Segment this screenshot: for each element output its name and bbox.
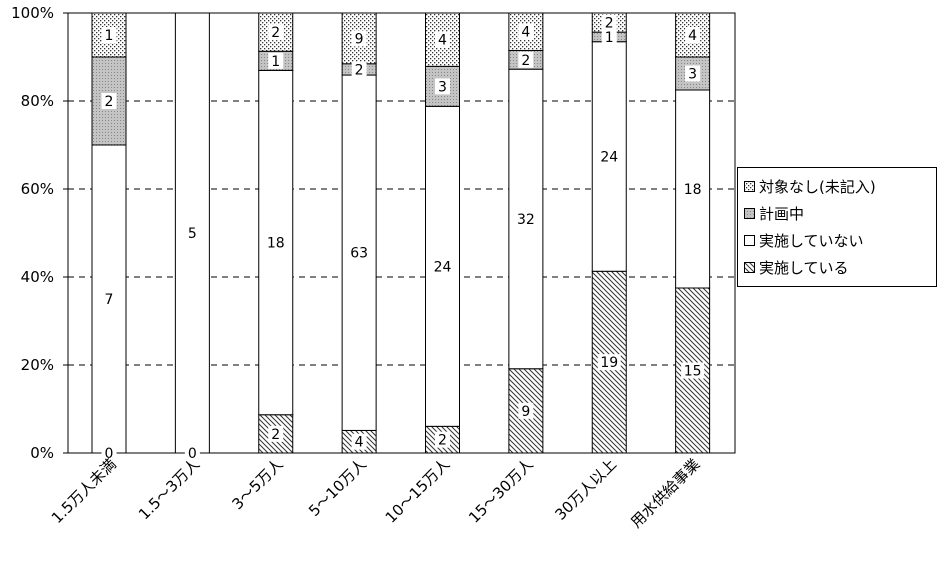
data-label-bg: [101, 27, 117, 43]
data-label: 1: [605, 30, 614, 46]
data-label: 4: [355, 435, 364, 451]
data-label: 2: [438, 433, 447, 449]
x-tick-label: 10～15万人: [382, 455, 454, 527]
data-label-bg: [351, 61, 367, 78]
data-label: 9: [521, 404, 530, 420]
data-label: 2: [521, 53, 530, 69]
data-label: 4: [438, 33, 447, 49]
data-label: 63: [350, 246, 368, 262]
data-label-bg: [264, 234, 288, 251]
data-label: 15: [684, 364, 702, 380]
data-label-bg: [597, 148, 621, 165]
x-tick-label: 30万人以上: [551, 455, 620, 524]
y-tick-label: 0%: [30, 444, 54, 462]
legend-swatch: [744, 181, 755, 192]
data-label-bg: [101, 291, 117, 307]
data-label-bg: [518, 402, 534, 419]
data-label: 2: [105, 94, 114, 110]
y-tick-label: 60%: [21, 180, 54, 198]
y-tick-label: 40%: [21, 268, 54, 286]
data-label: 2: [355, 62, 364, 78]
data-label-bg: [184, 445, 200, 461]
x-tick-label: 15～30万人: [465, 455, 537, 527]
data-label-bg: [435, 31, 450, 48]
data-label: 3: [438, 79, 447, 95]
data-label: 18: [267, 236, 285, 252]
legend-item: 実施していない: [744, 227, 930, 254]
legend-swatch: [744, 235, 755, 246]
data-label-bg: [268, 24, 284, 41]
x-tick-label: 5～10万人: [305, 455, 370, 520]
legend-label: 計画中: [759, 205, 805, 223]
data-label-bg: [685, 65, 701, 82]
data-label: 9: [355, 31, 364, 47]
data-label-bg: [685, 27, 701, 43]
data-label-bg: [268, 425, 284, 442]
x-tick-label: 1.5万人未満: [48, 455, 120, 527]
data-label-bg: [184, 225, 200, 241]
data-label: 1: [271, 54, 280, 70]
data-label-bg: [435, 78, 450, 95]
data-label: 5: [188, 226, 197, 242]
data-label: 1: [105, 28, 114, 44]
data-label: 2: [605, 16, 614, 32]
data-label-bg: [431, 258, 454, 275]
y-tick-label: 20%: [21, 356, 54, 374]
legend-label: 実施している: [759, 259, 849, 277]
data-label: 0: [188, 446, 197, 462]
plot-area: [67, 12, 736, 454]
data-label-bg: [518, 23, 534, 40]
data-label-bg: [601, 14, 617, 31]
data-label: 3: [688, 67, 697, 83]
legend-item: 実施している: [744, 254, 930, 281]
data-label: 24: [600, 149, 618, 165]
data-label: 18: [684, 182, 702, 198]
data-label-bg: [514, 210, 538, 227]
x-tick-label: 3～5万人: [229, 455, 287, 513]
data-label-bg: [101, 93, 117, 109]
data-label-bg: [681, 362, 705, 379]
data-label-bg: [351, 30, 367, 47]
data-label-bg: [597, 354, 621, 371]
data-label-bg: [681, 181, 705, 197]
data-label: 2: [271, 25, 280, 41]
y-tick-label: 80%: [21, 92, 54, 110]
data-label: 7: [105, 292, 114, 308]
data-label: 0: [105, 446, 114, 462]
data-label-bg: [518, 51, 534, 68]
data-label: 4: [688, 28, 697, 44]
bar-segment: [508, 12, 544, 51]
data-label: 4: [521, 25, 530, 41]
data-label-bg: [435, 431, 450, 448]
data-label-bg: [601, 28, 617, 45]
data-label: 19: [600, 355, 618, 371]
data-label-bg: [351, 433, 367, 450]
y-tick-label: 100%: [11, 4, 54, 22]
x-tick-label: 用水供給事業: [627, 455, 703, 531]
legend-item: 対象なし(未記入): [744, 173, 930, 200]
x-tick-label: 1.5～3万人: [135, 455, 203, 523]
data-label: 32: [517, 212, 535, 228]
legend-item: 計画中: [744, 200, 930, 227]
data-label-bg: [268, 52, 284, 69]
legend-swatch: [744, 208, 755, 219]
legend-label: 実施していない: [759, 232, 864, 250]
data-label: 2: [271, 427, 280, 443]
legend-label: 対象なし(未記入): [759, 178, 876, 196]
data-label: 24: [434, 259, 452, 275]
data-label-bg: [347, 244, 371, 261]
data-label-bg: [101, 445, 117, 461]
legend: 対象なし(未記入) 計画中実施していない 実施している: [737, 167, 937, 287]
legend-swatch: [744, 262, 755, 273]
